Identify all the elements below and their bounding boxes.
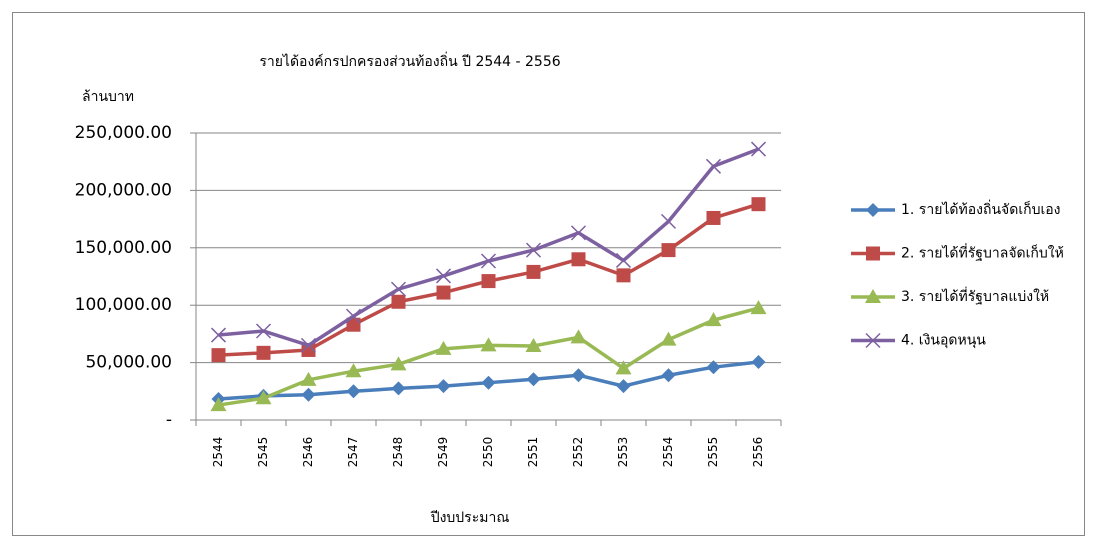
data-point: [750, 141, 767, 157]
data-point: [480, 253, 497, 269]
data-point: [571, 252, 586, 267]
y-axis-label: ล้านบาท: [82, 89, 134, 105]
data-point: [616, 268, 631, 283]
data-point: [571, 368, 586, 383]
data-point: [525, 242, 542, 258]
data-point: [391, 294, 406, 309]
x-tick-label: 2556: [751, 437, 765, 468]
data-point: [301, 342, 316, 357]
legend-label: 1. รายได้ท้องถิ่นจัดเก็บเอง: [901, 200, 1061, 218]
x-tick-label: 2551: [526, 437, 540, 468]
legend-marker: [866, 246, 880, 261]
data-point: [525, 337, 542, 352]
data-point: [526, 372, 541, 387]
data-point: [390, 281, 407, 297]
x-tick-label: 2546: [301, 437, 315, 468]
data-point: [436, 285, 451, 300]
x-axis-label: ปีงบประมาณ: [430, 510, 509, 526]
data-point: [435, 340, 452, 355]
data-point: [345, 308, 362, 324]
data-point: [255, 323, 272, 339]
data-point: [706, 210, 721, 225]
legend-label: 3. รายได้ที่รัฐบาลแบ่งให้: [901, 287, 1049, 305]
y-tick-label: 50,000.00: [85, 353, 172, 373]
y-tick-label: 100,000.00: [75, 295, 172, 315]
x-tick-label: 2555: [706, 437, 720, 468]
data-point: [300, 371, 317, 386]
data-point: [660, 331, 677, 346]
legend-marker: [866, 203, 880, 217]
data-point: [481, 375, 496, 390]
y-tick-label: -: [166, 410, 172, 430]
data-point: [660, 213, 677, 229]
data-point: [391, 381, 406, 396]
data-point: [345, 363, 362, 378]
data-point: [346, 384, 361, 399]
data-point: [661, 368, 676, 383]
data-point: [751, 355, 766, 370]
data-point: [256, 345, 271, 360]
data-point: [750, 300, 767, 315]
data-point: [390, 356, 407, 371]
x-tick-label: 2554: [661, 437, 675, 468]
data-point: [615, 252, 632, 268]
data-point: [526, 264, 541, 279]
x-tick-label: 2552: [571, 437, 585, 468]
data-point: [211, 348, 226, 363]
x-tick-label: 2548: [391, 437, 405, 468]
data-point: [346, 317, 361, 332]
x-tick-label: 2550: [481, 437, 495, 468]
data-point: [570, 329, 587, 344]
data-point: [615, 360, 632, 375]
data-point: [661, 243, 676, 258]
chart-title: รายได้องค์กรปกครองส่วนท้องถิ่น ปี 2544 -…: [259, 52, 560, 70]
chart-frame: [12, 12, 1085, 536]
data-point: [616, 379, 631, 394]
data-point: [706, 360, 721, 375]
legend-marker: [865, 332, 881, 349]
data-point: [300, 337, 317, 353]
data-point: [751, 197, 766, 212]
data-point: [705, 312, 722, 327]
legend-label: 2. รายได้ที่รัฐบาลจัดเก็บให้: [901, 244, 1064, 262]
legend-marker: [865, 289, 881, 303]
x-tick-label: 2553: [616, 437, 630, 468]
data-point: [210, 327, 227, 343]
data-point: [480, 337, 497, 352]
y-tick-label: 200,000.00: [75, 180, 172, 200]
x-tick-label: 2545: [256, 437, 270, 468]
data-point: [255, 390, 272, 405]
data-point: [301, 387, 316, 402]
data-point: [481, 274, 496, 289]
y-tick-label: 150,000.00: [75, 238, 172, 258]
data-point: [435, 268, 452, 284]
data-point: [570, 225, 587, 241]
data-point: [210, 397, 227, 412]
data-point: [705, 158, 722, 174]
data-point: [436, 379, 451, 394]
x-tick-label: 2549: [436, 437, 450, 468]
legend-label: 4. เงินอุดหนุน: [901, 333, 986, 349]
x-tick-label: 2544: [211, 437, 225, 468]
x-tick-label: 2547: [346, 437, 360, 468]
y-tick-label: 250,000.00: [75, 123, 172, 143]
